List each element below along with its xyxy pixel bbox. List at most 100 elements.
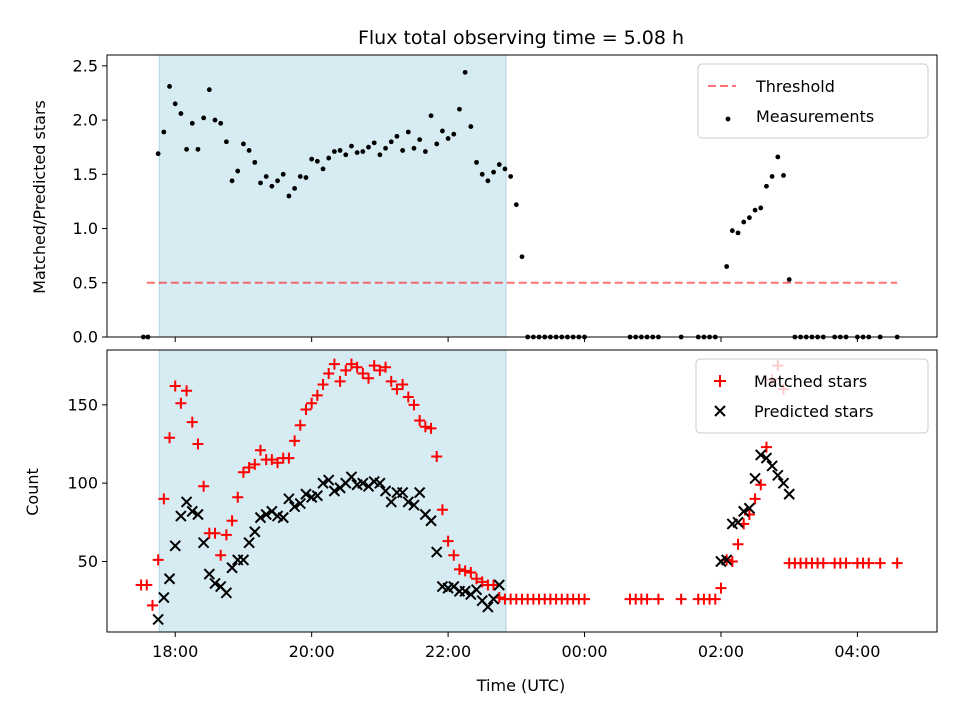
measurement-point (383, 145, 388, 151)
matched-star-point (641, 593, 653, 605)
matched-star-point (363, 372, 375, 384)
matched-star-point (237, 466, 249, 478)
measurement-point (223, 139, 229, 145)
matched-star-point (732, 538, 744, 550)
measurement-point (377, 152, 383, 158)
predicted-star-point (743, 502, 756, 514)
predicted-star-point (186, 505, 198, 518)
matched-star-point (391, 383, 403, 395)
measurement-point (502, 166, 508, 172)
matched-star-point (755, 479, 767, 491)
predicted-star-point (180, 496, 193, 508)
measurement-point (178, 111, 184, 116)
predicted-star-point (732, 516, 744, 529)
measurement-point (371, 140, 377, 146)
predicted-star-point (163, 573, 176, 585)
x-tick-label: 20:00 (289, 642, 335, 661)
top-y-axis-label: Matched/Predicted stars (30, 100, 49, 294)
matched-star-point (488, 579, 500, 591)
matched-star-point (357, 368, 369, 379)
matched-star-point (715, 582, 727, 594)
predicted-star-point (749, 472, 761, 485)
predicted-star-point (493, 579, 505, 591)
x-axis: 18:00 20:00 22:00 00:00 02:00 04:00 (152, 632, 880, 661)
measurement-point (786, 277, 792, 282)
x-tick-label: 18:00 (152, 642, 198, 661)
predicted-star-point (720, 554, 733, 566)
predicted-star-point (317, 477, 329, 489)
measurement-point (388, 139, 394, 145)
measurement-point (468, 124, 474, 129)
matched-star-point (459, 565, 471, 577)
matched-star-point (317, 378, 329, 390)
matched-star-point (874, 557, 886, 569)
y-tick-label: 2.0 (73, 111, 98, 130)
matched-star-point (192, 438, 204, 450)
measurement-point (331, 149, 337, 154)
measurement-point (474, 159, 479, 165)
matched-star-point (453, 563, 465, 575)
measurement-point (434, 141, 440, 147)
measurement-point (206, 87, 212, 93)
y-tick-label: 0.0 (73, 328, 98, 347)
matched-star-point (749, 493, 761, 505)
measurement-point (349, 143, 354, 149)
predicted-star-point (766, 460, 778, 472)
legend-label: Predicted stars (754, 402, 874, 421)
measurement-point (292, 186, 298, 191)
matched-star-point (709, 593, 721, 605)
matched-star-point (579, 593, 591, 605)
matched-star-point (476, 576, 488, 588)
measurement-point (269, 183, 275, 189)
predicted-star-point (197, 536, 210, 549)
matched-star-point (840, 557, 852, 569)
matched-star-point (334, 375, 346, 387)
measurement-point (286, 193, 292, 199)
predicted-star-point (152, 613, 164, 626)
predicted-star-point (772, 469, 784, 482)
measurement-point (246, 148, 252, 153)
measurement-point (440, 128, 445, 134)
measurement-point (212, 117, 218, 123)
measurement-point (309, 156, 315, 162)
measurement-point (195, 146, 201, 152)
predicted-star-point (413, 486, 426, 499)
measurement-point (411, 145, 417, 151)
measurement-point (428, 113, 434, 119)
measurement-point (422, 149, 428, 154)
x-tick-label: 00:00 (561, 642, 607, 661)
measurement-point (781, 172, 786, 178)
predicted-star-point (760, 452, 773, 464)
bottom-legend: Matched stars Predicted stars (695, 358, 929, 434)
y-tick-label: 50 (78, 552, 98, 571)
matched-star-point (448, 549, 460, 561)
matched-star-point (164, 432, 176, 444)
measurement-point (275, 178, 280, 184)
matched-star-point (419, 421, 431, 433)
matched-star-point (146, 599, 158, 611)
top-legend: Threshold Measurements (697, 63, 929, 139)
predicted-star-point (175, 510, 187, 522)
matched-star-point (385, 375, 397, 387)
matched-star-point (652, 593, 664, 605)
predicted-star-point (783, 488, 795, 500)
measurement-point (485, 178, 491, 184)
top-panel: 0.0 0.5 1.0 1.5 2.0 2.5 Matched/Predicted sta… (30, 54, 938, 347)
predicted-star-point (738, 505, 750, 518)
measurement-point (161, 129, 167, 135)
predicted-star-point (237, 554, 250, 566)
predicted-star-point (294, 497, 306, 510)
predicted-star-point (402, 496, 415, 508)
measurement-point (229, 178, 235, 184)
predicted-star-point (277, 511, 289, 524)
matched-star-point (442, 535, 454, 547)
measurement-point (724, 264, 730, 269)
y-tick-label: 1.5 (73, 165, 98, 184)
matched-star-point (397, 378, 409, 390)
matched-star-point (254, 444, 266, 456)
predicted-star-point (374, 477, 386, 489)
measurement-point (417, 137, 423, 143)
observing-window-shading (158, 54, 507, 338)
legend-matched-swatch (714, 375, 726, 387)
